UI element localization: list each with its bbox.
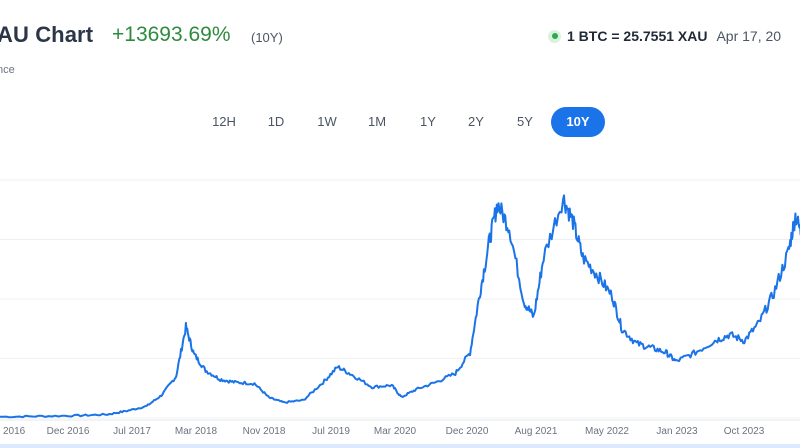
- x-tick-label: Dec 2020: [445, 426, 489, 437]
- x-tick-label: Mar 2018: [174, 426, 218, 437]
- period-label: (10Y): [251, 30, 283, 45]
- tab-5y[interactable]: 5Y: [517, 114, 533, 129]
- tab-1w[interactable]: 1W: [317, 114, 337, 129]
- x-tick-label: Dec 2016: [46, 426, 90, 437]
- x-tick-label: Mar 2020: [373, 426, 417, 437]
- header: AU Chart +13693.69% (10Y): [0, 22, 800, 54]
- x-tick-label: Nov 2018: [242, 426, 286, 437]
- tab-1y[interactable]: 1Y: [420, 114, 436, 129]
- x-tick-label: Jan 2023: [656, 426, 698, 437]
- page-title: AU Chart: [0, 22, 94, 47]
- tab-2y[interactable]: 2Y: [468, 114, 484, 129]
- tab-12h[interactable]: 12H: [212, 114, 236, 129]
- percent-change: +13693.69%: [112, 23, 231, 46]
- tab-1d[interactable]: 1D: [267, 114, 285, 129]
- x-tick-label: Jul 2019: [312, 426, 350, 437]
- price-chart[interactable]: 2016 Dec 2016 Jul 2017 Mar 2018 Nov 2018 Jul …: [0, 160, 800, 448]
- x-tick-label: Jul 2017: [113, 426, 151, 437]
- page-subtitle: nce: [0, 64, 15, 76]
- tab-10y[interactable]: 10Y: [551, 107, 605, 137]
- x-tick-label: 2016: [3, 426, 26, 437]
- chart-canvas: [0, 179, 800, 421]
- rate-text: 1 BTC = 25.7551 XAU: [567, 28, 708, 44]
- rate-date: Apr 17, 20: [716, 28, 782, 44]
- x-tick-label: Oct 2023: [723, 426, 765, 437]
- x-tick-label: May 2022: [585, 426, 629, 437]
- exchange-rate: 1 BTC = 25.7551 XAU Apr 17, 20: [548, 26, 781, 46]
- live-status-icon: [548, 29, 561, 43]
- price-line: [0, 194, 800, 419]
- tab-1m[interactable]: 1M: [367, 114, 387, 129]
- bottom-scroll-strip: [0, 444, 800, 448]
- x-tick-label: Aug 2021: [514, 426, 558, 437]
